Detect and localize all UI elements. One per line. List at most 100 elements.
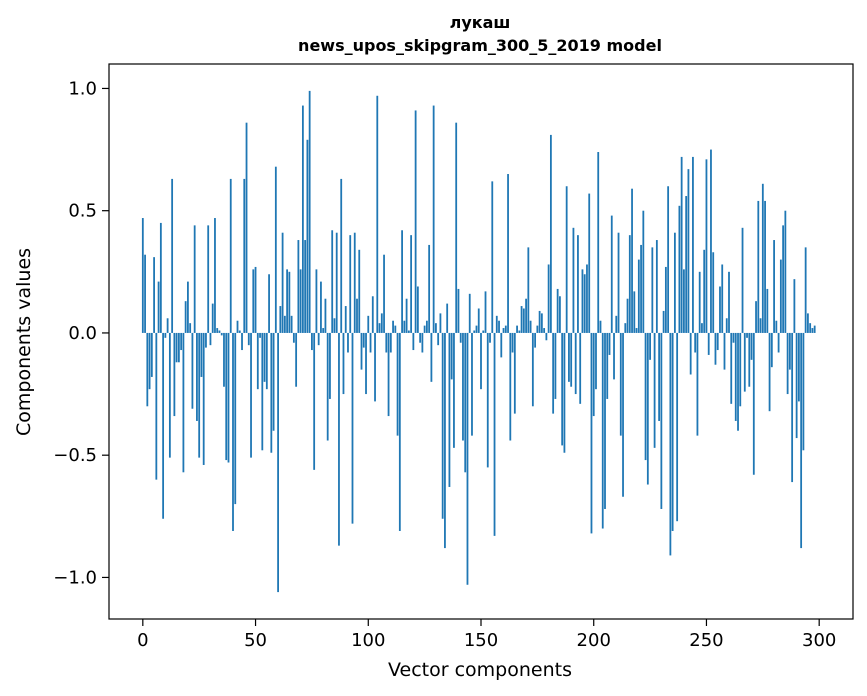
bar-195 [581, 269, 584, 333]
bar-92 [349, 235, 352, 333]
bar-139 [455, 122, 458, 333]
bar-218 [633, 291, 636, 333]
bar-9 [162, 332, 165, 519]
bar-184 [556, 288, 559, 333]
bar-19 [184, 301, 187, 333]
bar-254 [714, 332, 717, 365]
bar-41 [234, 332, 237, 505]
bar-278 [768, 332, 771, 412]
bar-224 [646, 332, 649, 485]
bar-190 [570, 332, 573, 387]
x-tick-label: 200 [577, 630, 611, 651]
bar-8 [159, 222, 162, 333]
bar-266 [741, 227, 744, 333]
bar-285 [784, 210, 787, 333]
bar-248 [701, 323, 703, 333]
bar-106 [380, 313, 383, 333]
bar-135 [446, 303, 449, 333]
bar-59 [274, 166, 277, 333]
bar-132 [439, 313, 442, 333]
bar-205 [604, 332, 606, 509]
bar-16 [177, 332, 180, 363]
bar-179 [545, 332, 548, 341]
bar-83 [329, 332, 331, 399]
bar-128 [430, 332, 433, 382]
bar-48 [250, 332, 252, 458]
bar-97 [360, 332, 363, 370]
bar-263 [734, 332, 737, 421]
bar-145 [468, 293, 471, 333]
bar-23 [193, 225, 196, 333]
bar-293 [802, 332, 805, 451]
bar-167 [518, 330, 521, 333]
bar-72 [304, 240, 307, 333]
bar-158 [498, 320, 500, 333]
bar-2 [146, 332, 149, 407]
bar-138 [453, 332, 455, 448]
bar-169 [522, 308, 525, 333]
chart-title-line2: news_upos_skipgram_300_5_2019 model [298, 36, 662, 55]
bar-131 [437, 332, 440, 346]
bar-220 [637, 259, 640, 333]
bar-166 [516, 325, 518, 333]
bar-172 [529, 320, 532, 333]
bar-120 [412, 332, 415, 351]
bar-111 [392, 320, 394, 333]
bar-188 [565, 186, 568, 333]
x-tick-label: 0 [137, 630, 148, 651]
bar-94 [353, 232, 356, 333]
bar-174 [534, 332, 537, 348]
y-tick-label: −0.5 [53, 445, 97, 466]
bar-70 [299, 269, 302, 333]
bar-93 [351, 332, 354, 524]
bar-104 [376, 95, 379, 333]
bar-37 [225, 332, 228, 461]
bar-28 [205, 332, 207, 348]
bar-211 [617, 232, 620, 333]
bar-291 [797, 332, 800, 402]
chart-title-line1: лукаш [450, 13, 511, 32]
bar-107 [383, 254, 385, 333]
bar-81 [324, 298, 327, 333]
bar-283 [779, 259, 782, 333]
bar-275 [761, 183, 764, 333]
bar-284 [782, 225, 785, 333]
bar-39 [229, 178, 232, 333]
bar-295 [807, 313, 809, 333]
bar-292 [800, 332, 803, 549]
bar-276 [764, 200, 766, 333]
bar-153 [486, 332, 489, 468]
bar-222 [642, 210, 645, 333]
bar-22 [191, 332, 194, 409]
bar-199 [590, 332, 593, 534]
bar-243 [689, 332, 692, 375]
bar-63 [283, 315, 286, 333]
bar-51 [256, 332, 259, 390]
bar-30 [209, 332, 212, 346]
bar-18 [182, 332, 185, 473]
bar-208 [610, 215, 613, 333]
bar-73 [306, 139, 309, 333]
bar-255 [716, 332, 719, 351]
bar-156 [493, 332, 496, 536]
bar-279 [770, 332, 773, 368]
bar-80 [322, 328, 325, 333]
bar-231 [662, 310, 665, 333]
bar-141 [459, 332, 462, 343]
bar-4 [150, 332, 153, 377]
bar-60 [277, 332, 279, 593]
bar-40 [232, 332, 234, 531]
bar-10 [164, 332, 167, 338]
bar-61 [279, 306, 282, 333]
bar-251 [707, 332, 710, 355]
bar-162 [507, 174, 509, 333]
bar-203 [599, 320, 602, 333]
bar-277 [766, 288, 769, 333]
bar-133 [441, 332, 444, 519]
bar-25 [198, 332, 201, 458]
bar-281 [775, 320, 778, 333]
y-tick-label: 0.5 [68, 201, 97, 222]
y-axis-label: Components values [13, 248, 35, 436]
bar-127 [428, 244, 431, 333]
